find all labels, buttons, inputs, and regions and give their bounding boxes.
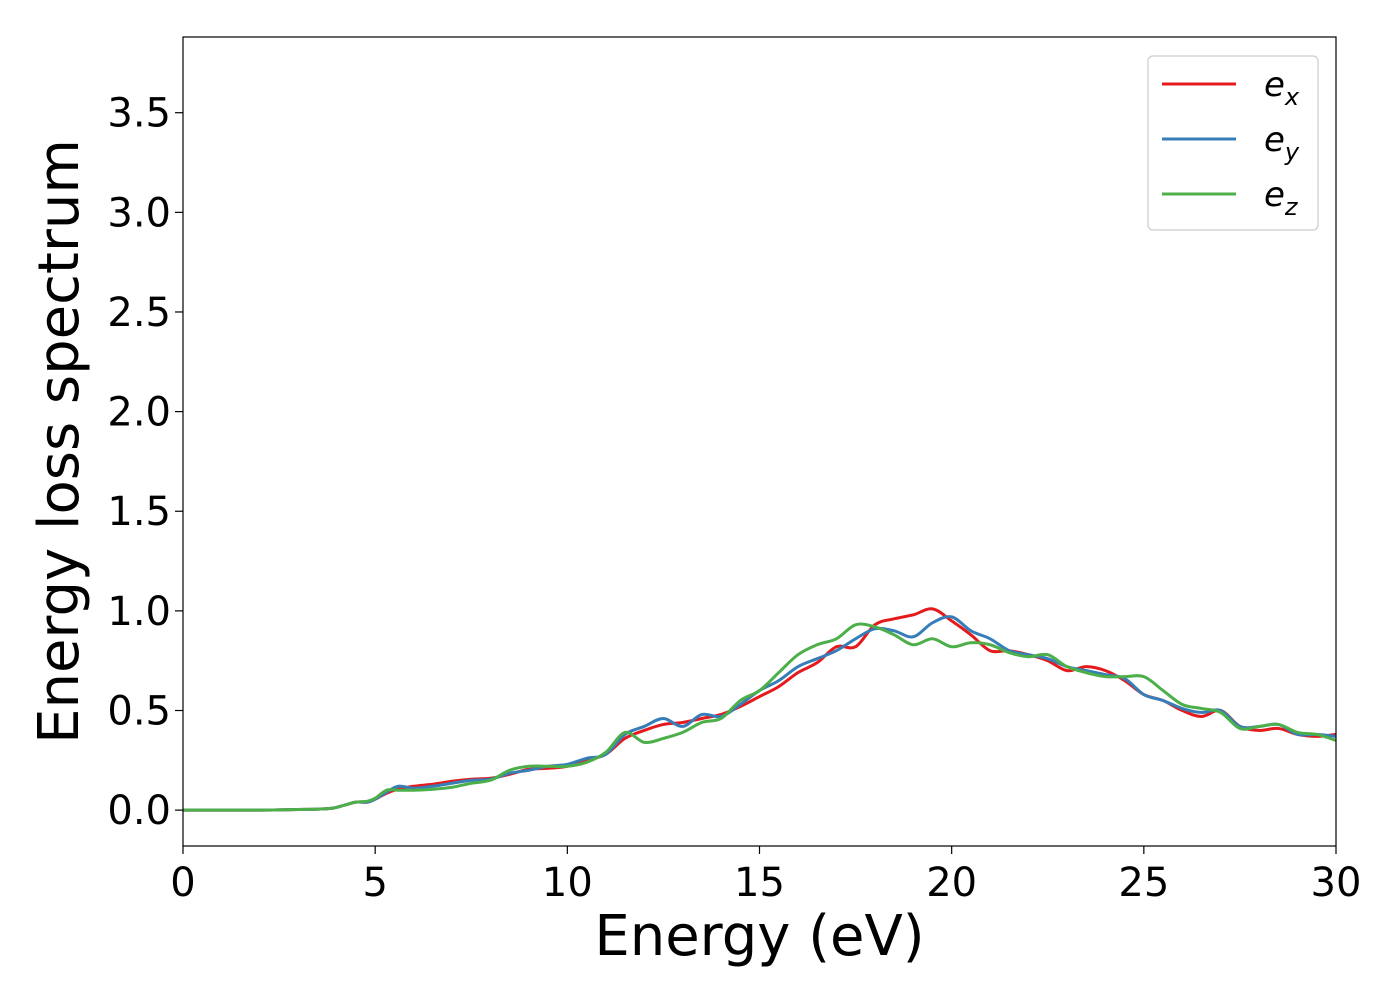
legend: ex ey ez	[1147, 55, 1319, 231]
x-tick-label: 30	[1311, 860, 1362, 906]
legend-label-x: ex	[1264, 65, 1300, 111]
legend-label-z: ez	[1264, 175, 1299, 221]
y-tick-label: 0.5	[107, 689, 171, 735]
y-tick-label: 3.5	[107, 91, 171, 137]
y-tick-label: 1.5	[107, 489, 171, 535]
y-tick-label: 0.0	[107, 788, 171, 834]
y-tick-label: 1.0	[107, 589, 171, 635]
series-line-z	[183, 622, 1336, 812]
x-tick-label: 5	[362, 860, 387, 906]
y-tick-label: 3.0	[107, 190, 171, 236]
series-lines	[183, 607, 1336, 812]
x-tick-label: 10	[542, 860, 593, 906]
x-axis-title: Energy (eV)	[594, 904, 924, 969]
x-tick-label: 0	[170, 860, 195, 906]
x-axis-ticks: 0 5 10 15 20 25 30	[170, 846, 1361, 906]
y-axis-title: Energy loss spectrum	[27, 139, 92, 744]
x-tick-label: 20	[926, 860, 977, 906]
x-tick-label: 15	[734, 860, 785, 906]
y-tick-label: 2.5	[107, 290, 171, 336]
y-axis-ticks: 0.0 0.5 1.0 1.5 2.0 2.5 3.0 3.5	[107, 91, 183, 834]
legend-box	[1147, 55, 1319, 231]
legend-label-y: ey	[1264, 120, 1300, 166]
y-tick-label: 2.0	[107, 390, 171, 436]
x-tick-label: 25	[1118, 860, 1169, 906]
